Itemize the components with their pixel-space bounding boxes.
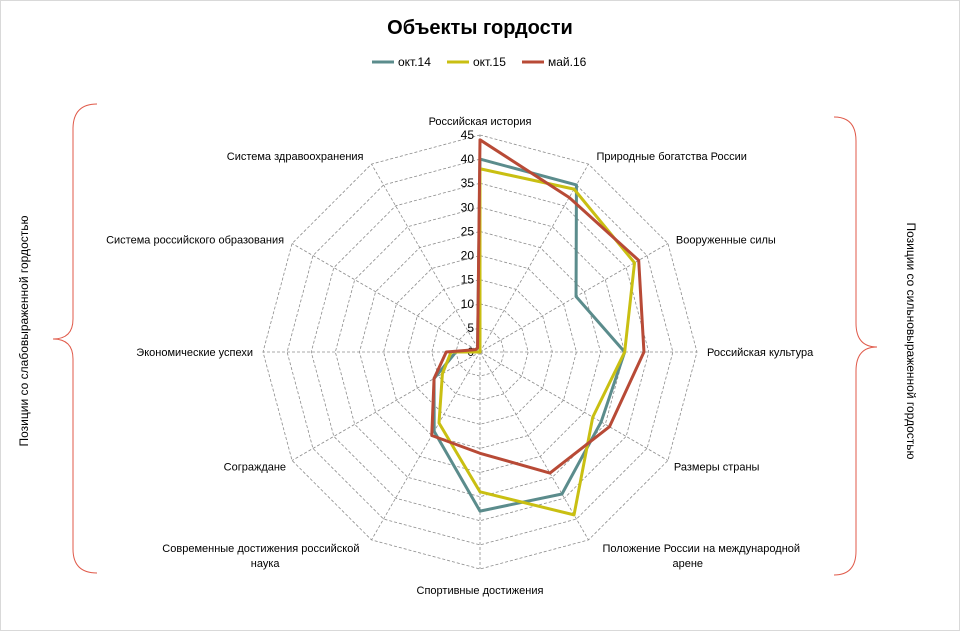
category-label: Российская история (429, 116, 532, 128)
grid-spoke (479, 351, 589, 541)
category-label: Современные достижения российской наука (162, 543, 359, 570)
left-bracket (52, 103, 98, 574)
category-label: Российская культура (707, 347, 814, 359)
grid-spoke (371, 163, 481, 353)
right-side-label: Позиции со сильновыраженной гордостью (904, 222, 918, 459)
category-label: Размеры страны (674, 462, 760, 474)
tick-label: 35 (461, 176, 475, 190)
legend: окт.14 окт.15 май.16 (372, 55, 587, 69)
tick-label: 20 (461, 249, 475, 263)
category-label: Спортивные достижения (417, 585, 544, 597)
category-label: Система здравоохранения (227, 151, 364, 163)
series-line-2 (437, 167, 637, 517)
left-side-label: Позиции со слабовыраженной гордостью (17, 216, 31, 447)
radar-grid (262, 134, 698, 570)
category-label: Положение России на международной арене (603, 543, 801, 570)
series-layer (430, 138, 646, 517)
grid-spoke (479, 163, 589, 353)
right-bracket (833, 116, 878, 576)
grid-spoke (479, 351, 669, 461)
category-label: Сограждане (224, 462, 286, 474)
tick-label: 30 (461, 200, 475, 214)
legend-label: окт.14 (398, 55, 431, 69)
legend-label: май.16 (548, 55, 587, 69)
series-line-3 (430, 138, 646, 475)
category-label: Экономические успехи (136, 347, 253, 359)
category-label: Вооруженные силы (676, 235, 776, 247)
grid-spoke (371, 351, 481, 541)
legend-label: окт.15 (473, 55, 506, 69)
side-brackets: Позиции со слабовыраженной гордостью Пози… (17, 103, 918, 576)
grid-spoke (479, 243, 669, 353)
tick-label: 5 (467, 321, 474, 335)
tick-label: 10 (461, 297, 475, 311)
grid-spoke (291, 351, 481, 461)
tick-label: 25 (461, 224, 475, 238)
tick-label: 45 (461, 128, 475, 142)
tick-label: 15 (461, 273, 475, 287)
chart-title: Объекты гордости (387, 17, 573, 39)
category-label: Природные богатства России (597, 151, 747, 163)
tick-label: 40 (461, 152, 475, 166)
category-label: Система российского образования (106, 235, 284, 247)
grid-spoke (291, 243, 481, 353)
category-labels: Российская история Природные богатства Ро… (106, 116, 814, 597)
